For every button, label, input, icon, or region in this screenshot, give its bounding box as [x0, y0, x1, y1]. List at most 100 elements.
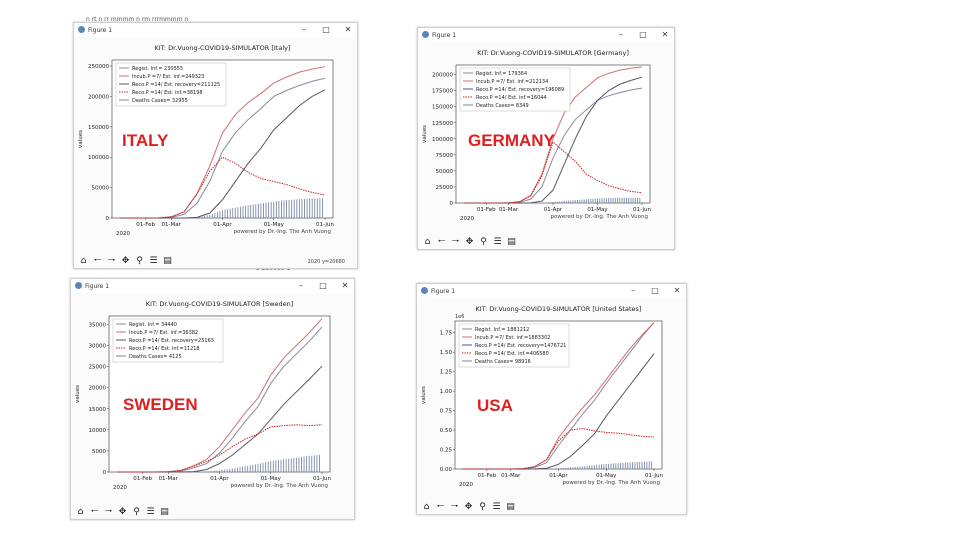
zoom-icon[interactable]: ⚲: [480, 236, 487, 247]
x-tick-label: 01-Apr: [213, 222, 232, 228]
back-arrow-icon[interactable]: 🠐: [437, 236, 446, 247]
legend-entry: Reco.P =14/ Est. inf.=11218: [129, 346, 200, 352]
pan-icon[interactable]: ✥: [465, 236, 474, 247]
y-axis-label: values: [421, 386, 427, 404]
close-button[interactable]: ✕: [344, 25, 352, 34]
legend-entry: Incub.P =7/ Est. inf.=212134: [476, 79, 548, 85]
zoom-icon[interactable]: ⚲: [479, 501, 486, 512]
window-titlebar[interactable]: Figure 1 – □ ✕: [418, 28, 674, 42]
y-tick-label: 1.75: [440, 331, 453, 337]
y-tick-label: 15000: [89, 407, 107, 413]
coordinate-readout: 2020 y=20680: [307, 259, 345, 265]
configure-subplots-icon[interactable]: ☰: [493, 236, 502, 247]
window-title: Figure 1: [85, 283, 110, 290]
y-axis-label: values: [78, 130, 84, 148]
y-tick-label: 150000: [432, 105, 453, 111]
forward-arrow-icon[interactable]: 🠒: [451, 236, 460, 247]
back-arrow-icon[interactable]: 🠐: [90, 506, 99, 517]
x-tick-label: 01-Feb: [478, 473, 497, 479]
y-tick-label: 0.00: [440, 467, 453, 473]
figure-window-usa[interactable]: Figure 1 – □ ✕ KIT: Dr.Vuong-COVID19-SIM…: [416, 283, 687, 515]
maximize-button[interactable]: □: [319, 281, 327, 290]
minimize-button[interactable]: –: [619, 30, 623, 39]
forward-arrow-icon[interactable]: 🠒: [104, 506, 113, 517]
window-titlebar[interactable]: Figure 1 – □ ✕: [74, 23, 357, 37]
zoom-icon[interactable]: ⚲: [136, 255, 143, 266]
country-label: GERMANY: [468, 131, 555, 150]
y-tick-label: 25000: [436, 185, 454, 191]
y-tick-label: 0: [106, 216, 110, 222]
x-tick-label: 01-May: [587, 207, 608, 213]
configure-subplots-icon[interactable]: ☰: [149, 255, 158, 266]
configure-subplots-icon[interactable]: ☰: [492, 501, 501, 512]
country-label: ITALY: [122, 131, 169, 150]
y-tick-label: 30000: [89, 344, 107, 350]
footer-credit: powered by Dr.-Ing. The Anh Vuong: [231, 483, 329, 489]
x-tick-label: 01-May: [261, 476, 282, 482]
pan-icon[interactable]: ✥: [464, 501, 473, 512]
pan-icon[interactable]: ✥: [121, 255, 130, 266]
close-button[interactable]: ✕: [673, 286, 681, 295]
legend-entry: Reco.P =14/ Est. recovery=196089: [476, 87, 564, 93]
close-button[interactable]: ✕: [341, 281, 349, 290]
year-label: 2020: [459, 482, 473, 488]
y-tick-label: 200000: [432, 73, 453, 79]
home-icon[interactable]: ⌂: [80, 255, 87, 266]
y-tick-label: 0: [450, 201, 454, 207]
save-icon[interactable]: ▤: [506, 501, 515, 512]
figure-window-sweden[interactable]: Figure 1 – □ ✕ KIT: Dr.Vuong-COVID19-SIM…: [70, 278, 355, 520]
x-tick-label: 01-Apr: [210, 476, 229, 482]
y-tick-label: 0.50: [440, 428, 453, 434]
save-icon[interactable]: ▤: [507, 236, 516, 247]
window-titlebar[interactable]: Figure 1 – □ ✕: [71, 279, 354, 293]
forward-arrow-icon[interactable]: 🠒: [107, 255, 116, 266]
zoom-icon[interactable]: ⚲: [133, 506, 140, 517]
forward-arrow-icon[interactable]: 🠒: [450, 501, 459, 512]
home-icon[interactable]: ⌂: [77, 506, 84, 517]
legend-entry: Reco.P =14/ Est. recovery=25163: [129, 338, 214, 344]
series-line-2: [117, 365, 323, 473]
window-titlebar[interactable]: Figure 1 – □ ✕: [417, 284, 686, 298]
legend-box: [115, 62, 227, 107]
x-tick-label: 01-Feb: [136, 222, 155, 228]
figure-window-germany[interactable]: Figure 1 – □ ✕ KIT: Dr.Vuong-COVID19-SIM…: [417, 27, 675, 250]
save-icon[interactable]: ▤: [160, 506, 169, 517]
chart-germany: KIT: Dr.Vuong-COVID19-SIMULATOR [Germany…: [422, 49, 651, 222]
y-tick-label: 125000: [432, 121, 453, 127]
x-tick-label: 01-May: [596, 473, 617, 479]
footer-credit: powered by Dr.-Ing. The Anh Vuong: [234, 229, 332, 235]
legend-box: [112, 318, 224, 363]
minimize-button[interactable]: –: [302, 25, 306, 34]
back-arrow-icon[interactable]: 🠐: [436, 501, 445, 512]
legend-entry: Regist. Inf.= 34440: [129, 322, 177, 328]
y-tick-label: 200000: [88, 94, 109, 100]
maximize-button[interactable]: □: [639, 30, 647, 39]
y-tick-label: 0.25: [440, 448, 453, 454]
y-tick-label: 175000: [432, 89, 453, 95]
window-title: Figure 1: [431, 288, 456, 295]
x-tick-label: 01-Jun: [633, 207, 651, 213]
close-button[interactable]: ✕: [661, 30, 669, 39]
minimize-button[interactable]: –: [631, 286, 635, 295]
window-title: Figure 1: [88, 27, 113, 34]
legend-entry: Deaths Cases= 4125: [129, 354, 182, 360]
back-arrow-icon[interactable]: 🠐: [93, 255, 102, 266]
app-icon: [78, 26, 85, 33]
chart-title: KIT: Dr.Vuong-COVID19-SIMULATOR [United …: [476, 305, 642, 313]
maximize-button[interactable]: □: [322, 25, 330, 34]
home-icon[interactable]: ⌂: [424, 236, 431, 247]
x-tick-label: 01-Apr: [544, 207, 563, 213]
figure-window-italy[interactable]: Figure 1 – □ ✕ KIT: Dr.Vuong-COVID19-SIM…: [73, 22, 358, 269]
y-tick-label: 35000: [89, 322, 107, 328]
home-icon[interactable]: ⌂: [423, 501, 430, 512]
minimize-button[interactable]: –: [299, 281, 303, 290]
y-axis-label: values: [422, 125, 428, 143]
pan-icon[interactable]: ✥: [118, 506, 127, 517]
chart-title: KIT: Dr.Vuong-COVID19-SIMULATOR [Italy]: [154, 44, 290, 52]
maximize-button[interactable]: □: [651, 286, 659, 295]
y-tick-label: 5000: [92, 449, 106, 455]
save-icon[interactable]: ▤: [163, 255, 172, 266]
app-icon: [422, 31, 429, 38]
configure-subplots-icon[interactable]: ☰: [146, 506, 155, 517]
legend-entry: Reco.P =14/ Est. recovery=211125: [132, 82, 220, 88]
